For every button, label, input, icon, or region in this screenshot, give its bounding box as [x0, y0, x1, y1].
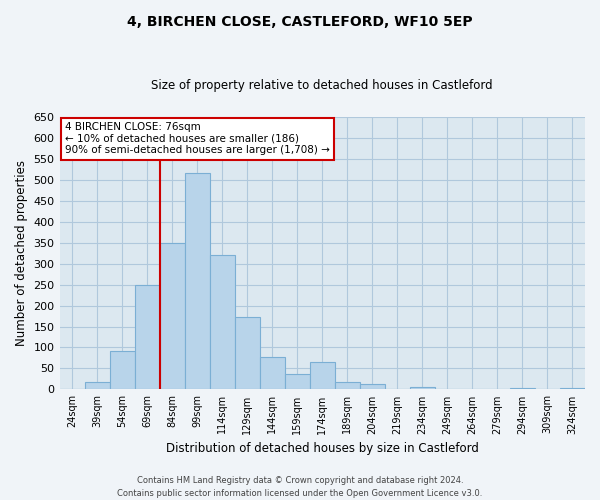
X-axis label: Distribution of detached houses by size in Castleford: Distribution of detached houses by size …: [166, 442, 479, 455]
Bar: [209, 255, 235, 390]
Bar: [410, 388, 435, 390]
Bar: [285, 374, 310, 390]
Bar: [85, 382, 110, 390]
Text: 4 BIRCHEN CLOSE: 76sqm
← 10% of detached houses are smaller (186)
90% of semi-de: 4 BIRCHEN CLOSE: 76sqm ← 10% of detached…: [65, 122, 329, 156]
Y-axis label: Number of detached properties: Number of detached properties: [15, 160, 28, 346]
Bar: [310, 362, 335, 390]
Bar: [160, 244, 185, 390]
Bar: [185, 174, 209, 390]
Bar: [510, 388, 535, 390]
Text: 4, BIRCHEN CLOSE, CASTLEFORD, WF10 5EP: 4, BIRCHEN CLOSE, CASTLEFORD, WF10 5EP: [127, 15, 473, 29]
Bar: [235, 317, 260, 390]
Bar: [134, 286, 160, 390]
Bar: [260, 357, 285, 390]
Text: Contains HM Land Registry data © Crown copyright and database right 2024.
Contai: Contains HM Land Registry data © Crown c…: [118, 476, 482, 498]
Bar: [360, 384, 385, 390]
Bar: [335, 382, 360, 390]
Bar: [110, 351, 134, 390]
Title: Size of property relative to detached houses in Castleford: Size of property relative to detached ho…: [151, 79, 493, 92]
Bar: [560, 388, 585, 390]
